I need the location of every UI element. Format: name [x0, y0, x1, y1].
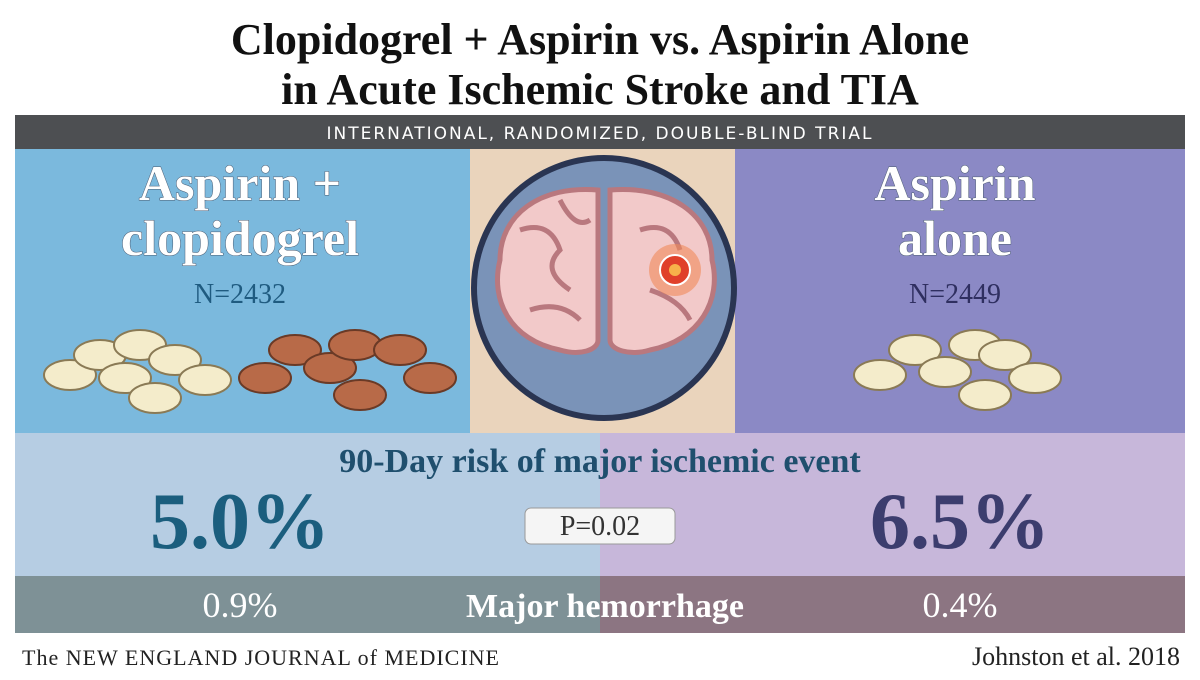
brain	[495, 186, 717, 355]
title: Clopidogrel + Aspirin vs. Aspirin Alone	[231, 15, 969, 64]
citation: Johnston et al. 2018	[972, 642, 1180, 671]
journal: The NEW ENGLAND JOURNAL of MEDICINE	[22, 645, 500, 670]
right-bottom	[600, 576, 1185, 633]
stroke-site	[669, 264, 681, 276]
hemorrhage: 0.9%	[203, 585, 278, 625]
arm-name: Aspirin	[874, 155, 1035, 211]
arm-name: alone	[898, 210, 1012, 266]
arm-n: N=2449	[909, 279, 1001, 310]
hemorrhage: 0.4%	[923, 585, 998, 625]
p-box	[524, 507, 676, 545]
p-value: P=0.02	[560, 511, 640, 542]
left-bottom	[15, 576, 600, 633]
banner-bg	[15, 115, 1185, 149]
title: in Acute Ischemic Stroke and TIA	[281, 65, 919, 114]
right-band	[600, 433, 1185, 576]
ischemic-risk: 5.0%	[150, 478, 330, 566]
ischemic-risk: 6.5%	[870, 478, 1050, 566]
arm-name: clopidogrel	[121, 210, 359, 266]
pills	[43, 329, 1062, 414]
arm-name: Aspirin +	[139, 155, 341, 211]
banner: INTERNATIONAL, RANDOMIZED, DOUBLE-BLIND …	[327, 124, 874, 144]
right-panel	[735, 149, 1185, 433]
ischemic-label: 90-Day risk of major ischemic event	[339, 443, 861, 480]
hemorrhage-label: Major hemorrhage	[466, 588, 744, 625]
arm-n: N=2432	[194, 279, 286, 310]
left-band	[15, 433, 600, 576]
